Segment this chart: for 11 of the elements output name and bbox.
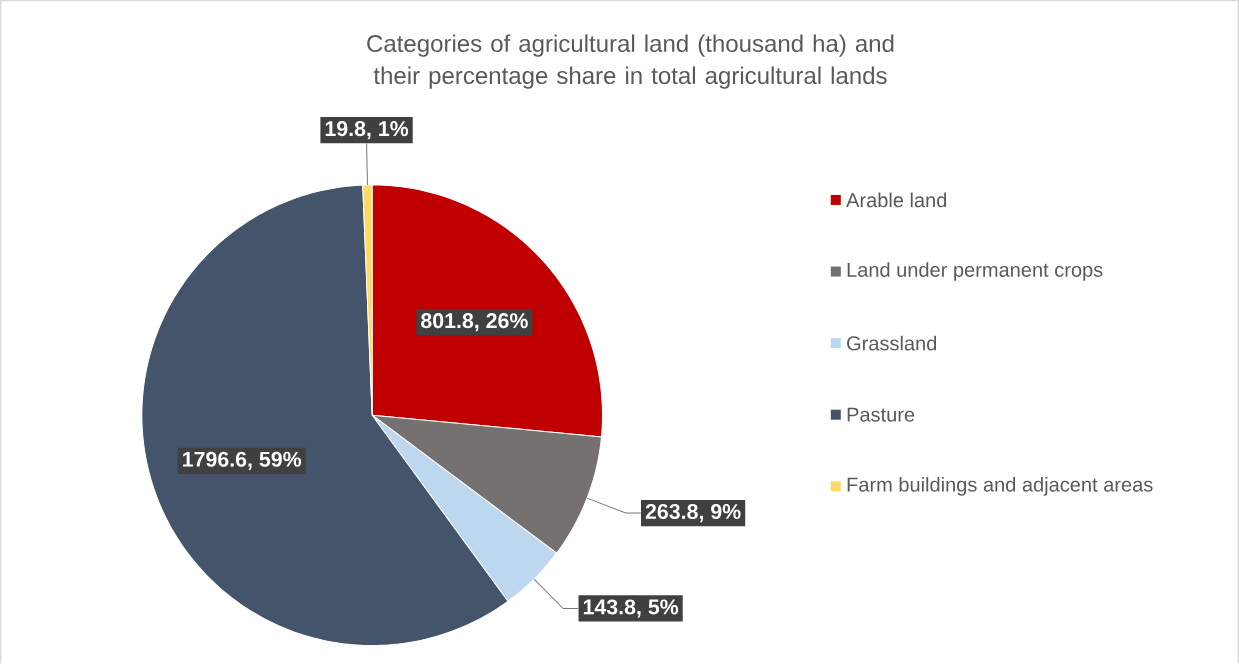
data-label: 143.8, 5% [583,599,679,618]
legend-label: Arable land [846,192,947,208]
legend-label: Farm buildings and adjacent areas [847,476,1153,496]
data-label: 1796.6, 59% [183,451,302,470]
chart-title: Categories of agricultural land (thousand ha) and their percentage share in total agricultural lands [367,34,894,89]
data-label: 263.8, 9% [645,503,741,523]
data-label: 19.8, 1% [325,120,409,140]
legend-label: Grassland [847,335,937,351]
legend-label: Land under permanent crops [847,262,1103,281]
data-label: 801.8, 26% [421,312,528,332]
legend-label: Pasture [847,407,915,422]
